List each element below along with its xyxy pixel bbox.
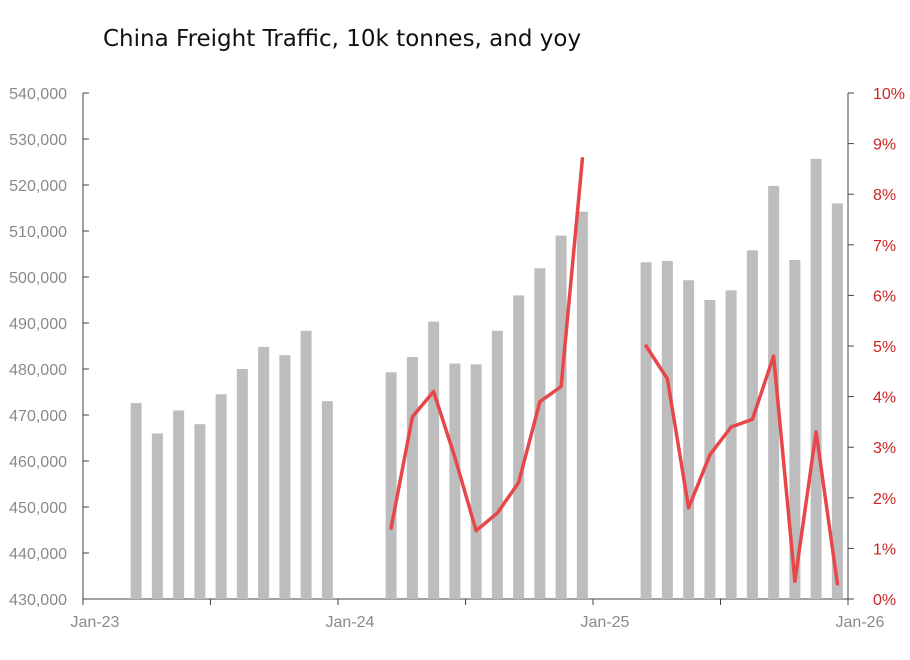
freight-bar	[385, 372, 397, 599]
freight-bar	[704, 300, 716, 599]
right-tick-label: 1%	[873, 541, 896, 558]
yoy-line-series	[389, 157, 840, 586]
freight-bar	[258, 346, 270, 599]
freight-bar	[534, 268, 546, 599]
freight-bar	[576, 211, 588, 599]
left-tick-label: 470,000	[9, 408, 67, 425]
freight-bar	[555, 235, 567, 599]
right-tick-label: 7%	[873, 238, 896, 255]
right-tick-label: 6%	[873, 288, 896, 305]
chart-title: China Freight Traffic, 10k tonnes, and y…	[103, 26, 582, 52]
freight-bar	[428, 321, 440, 599]
freight-bar	[279, 355, 291, 599]
left-tick-label: 500,000	[9, 270, 67, 287]
left-tick-label: 460,000	[9, 454, 67, 471]
freight-bar	[746, 250, 758, 599]
left-tick-label: 540,000	[9, 86, 67, 103]
x-tick-label: Jan-23	[71, 614, 120, 631]
left-tick-label: 510,000	[9, 224, 67, 241]
bar-series	[130, 158, 843, 600]
freight-bar	[470, 364, 482, 599]
axes	[82, 92, 854, 605]
freight-bar	[513, 295, 525, 599]
x-tick-label: Jan-26	[836, 614, 885, 631]
left-tick-label: 490,000	[9, 316, 67, 333]
freight-bar	[194, 424, 206, 599]
freight-bar	[831, 203, 843, 599]
right-tick-label: 5%	[873, 339, 896, 356]
freight-bar	[173, 410, 185, 599]
freight-bar	[640, 262, 652, 599]
right-tick-label: 0%	[873, 592, 896, 609]
yoy-line	[389, 157, 585, 533]
tick-labels: 430,000 440,000 450,000 460,000 470,000 480,0…	[9, 86, 905, 631]
freight-bar	[449, 363, 461, 599]
right-tick-label: 8%	[873, 187, 896, 204]
left-tick-label: 530,000	[9, 132, 67, 149]
left-tick-label: 480,000	[9, 362, 67, 379]
freight-bar	[215, 394, 227, 599]
freight-bar	[300, 330, 312, 599]
freight-bar	[810, 158, 822, 599]
left-tick-label: 440,000	[9, 546, 67, 563]
x-tick-label: Jan-25	[581, 614, 630, 631]
right-tick-label: 3%	[873, 440, 896, 457]
freight-bar	[321, 401, 333, 599]
freight-bar	[725, 290, 737, 599]
freight-bar	[406, 357, 418, 599]
right-tick-label: 4%	[873, 390, 896, 407]
left-tick-label: 430,000	[9, 592, 67, 609]
left-tick-label: 450,000	[9, 500, 67, 517]
freight-bar	[151, 433, 163, 599]
left-tick-label: 520,000	[9, 178, 67, 195]
freight-bar	[661, 260, 673, 599]
x-tick-label: Jan-24	[326, 614, 375, 631]
freight-bar	[130, 403, 142, 599]
freight-bar	[236, 369, 248, 599]
right-tick-label: 10%	[873, 86, 905, 103]
right-tick-label: 2%	[873, 491, 896, 508]
freight-bar	[789, 259, 801, 599]
yoy-line	[644, 344, 840, 586]
freight-bar	[768, 185, 780, 600]
freight-bar	[491, 330, 503, 599]
freight-bar	[683, 280, 695, 599]
right-tick-label: 9%	[873, 137, 896, 154]
